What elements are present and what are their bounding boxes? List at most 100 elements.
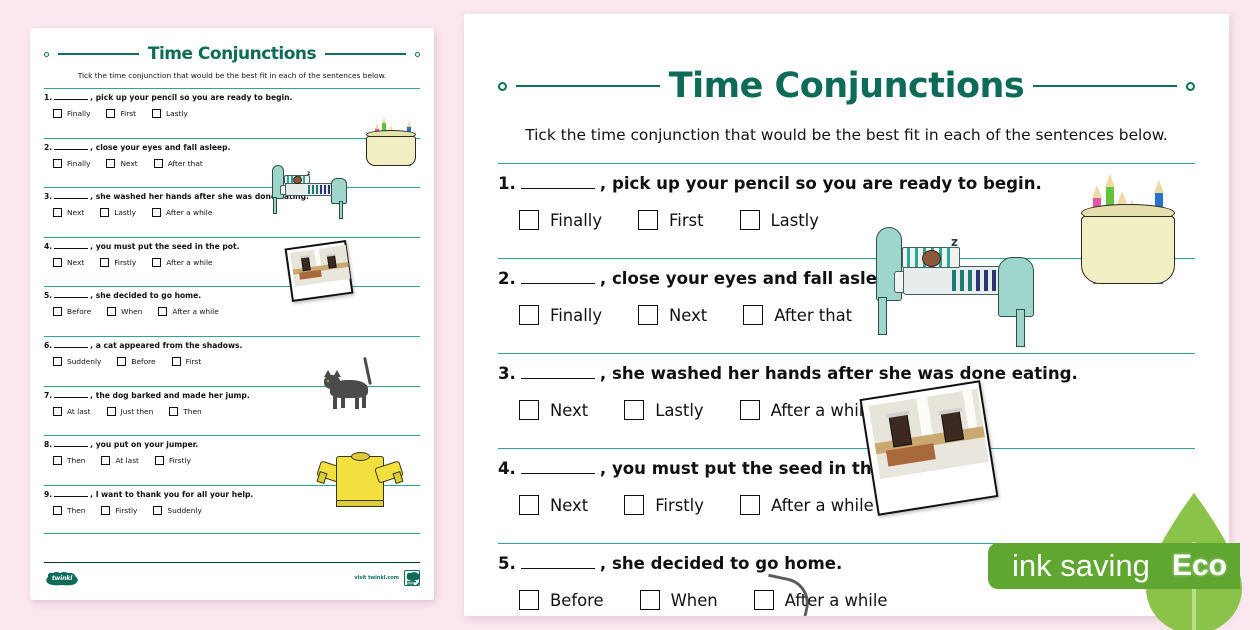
- checkbox-icon[interactable]: [739, 495, 760, 515]
- twinkl-logo[interactable]: twinkl: [44, 571, 80, 586]
- option-item[interactable]: Lastly: [624, 400, 704, 420]
- checkbox-icon[interactable]: [53, 307, 62, 317]
- option-item[interactable]: At last: [53, 406, 91, 416]
- option-item[interactable]: At last: [101, 456, 139, 466]
- answer-blank[interactable]: [520, 364, 595, 379]
- option-item[interactable]: Firstly: [100, 257, 136, 267]
- option-item[interactable]: Finally: [53, 158, 90, 168]
- checkbox-icon[interactable]: [106, 109, 116, 118]
- checkbox-icon[interactable]: [753, 590, 774, 610]
- checkbox-icon[interactable]: [739, 400, 760, 420]
- option-item[interactable]: When: [107, 307, 142, 317]
- option-item[interactable]: Then: [53, 456, 85, 466]
- option-item[interactable]: After a while: [753, 590, 887, 610]
- option-item[interactable]: Suddenly: [53, 356, 101, 366]
- visit-link[interactable]: visit twinkl.com: [354, 575, 399, 581]
- option-item[interactable]: Finally: [519, 210, 602, 230]
- option-item[interactable]: After a while: [158, 307, 219, 317]
- answer-blank[interactable]: [520, 554, 595, 569]
- checkbox-icon[interactable]: [53, 257, 62, 267]
- option-item[interactable]: Lastly: [739, 210, 819, 230]
- checkbox-icon[interactable]: [154, 456, 164, 466]
- checkbox-icon[interactable]: [53, 505, 62, 515]
- answer-blank[interactable]: [54, 143, 89, 150]
- option-item[interactable]: Before: [519, 590, 604, 610]
- checkbox-icon[interactable]: [739, 210, 760, 230]
- option-item[interactable]: First: [638, 210, 704, 230]
- checkbox-icon[interactable]: [152, 109, 162, 118]
- checkbox-icon[interactable]: [53, 158, 62, 168]
- answer-blank[interactable]: [54, 440, 89, 448]
- option-item[interactable]: Then: [53, 505, 85, 515]
- checkbox-icon[interactable]: [53, 406, 62, 416]
- checkbox-icon[interactable]: [100, 257, 110, 267]
- option-item[interactable]: Lastly: [100, 208, 136, 218]
- worksheet-main-page[interactable]: Time Conjunctions Tick the time conjunct…: [464, 14, 1229, 616]
- option-item[interactable]: After a while: [152, 257, 213, 267]
- checkbox-icon[interactable]: [101, 456, 111, 466]
- option-item[interactable]: Finally: [53, 109, 90, 118]
- option-item[interactable]: Then: [169, 406, 202, 416]
- checkbox-icon[interactable]: [743, 305, 764, 325]
- checkbox-icon[interactable]: [638, 210, 659, 230]
- checkbox-icon[interactable]: [624, 400, 645, 420]
- checkbox-icon[interactable]: [519, 210, 539, 230]
- option-item[interactable]: Lastly: [152, 109, 188, 118]
- option-item[interactable]: Firstly: [624, 495, 704, 515]
- checkbox-icon[interactable]: [519, 305, 539, 325]
- checkbox-icon[interactable]: [106, 406, 116, 416]
- checkbox-icon[interactable]: [153, 505, 163, 515]
- checkbox-icon[interactable]: [53, 456, 62, 466]
- option-item[interactable]: After that: [743, 305, 852, 325]
- answer-blank[interactable]: [54, 341, 89, 348]
- checkbox-icon[interactable]: [638, 305, 659, 325]
- option-item[interactable]: Finally: [519, 305, 602, 325]
- option-item[interactable]: Firstly: [154, 456, 191, 466]
- answer-blank[interactable]: [54, 490, 89, 497]
- checkbox-icon[interactable]: [117, 356, 127, 366]
- worksheet-thumbnail-page[interactable]: Time Conjunctions Tick the time conjunct…: [30, 28, 434, 600]
- checkbox-icon[interactable]: [152, 257, 162, 267]
- option-item[interactable]: Next: [638, 305, 707, 325]
- checkbox-icon[interactable]: [101, 505, 111, 515]
- checkbox-icon[interactable]: [169, 406, 179, 416]
- option-item[interactable]: After a while: [152, 208, 212, 218]
- answer-blank[interactable]: [520, 459, 595, 474]
- answer-blank[interactable]: [54, 192, 89, 200]
- option-item[interactable]: Next: [519, 495, 588, 515]
- answer-blank[interactable]: [54, 291, 89, 299]
- option-item[interactable]: After a while: [739, 400, 873, 420]
- checkbox-icon[interactable]: [519, 495, 539, 515]
- checkbox-icon[interactable]: [171, 356, 181, 366]
- checkbox-icon[interactable]: [158, 307, 168, 317]
- checkbox-icon[interactable]: [106, 158, 116, 168]
- answer-blank[interactable]: [54, 93, 89, 100]
- option-item[interactable]: Suddenly: [153, 505, 202, 515]
- option-item[interactable]: Next: [53, 208, 84, 218]
- option-item[interactable]: Next: [519, 400, 588, 420]
- option-item[interactable]: Firstly: [101, 505, 137, 515]
- checkbox-icon[interactable]: [53, 208, 62, 218]
- option-item[interactable]: First: [106, 109, 136, 118]
- option-item[interactable]: Before: [117, 356, 156, 366]
- checkbox-icon[interactable]: [100, 208, 110, 218]
- answer-blank[interactable]: [54, 391, 89, 398]
- answer-blank[interactable]: [520, 269, 595, 284]
- answer-blank[interactable]: [520, 174, 595, 189]
- option-item[interactable]: After a while: [739, 495, 874, 515]
- option-item[interactable]: Next: [106, 158, 138, 168]
- checkbox-icon[interactable]: [624, 495, 645, 515]
- checkbox-icon[interactable]: [519, 590, 539, 610]
- checkbox-icon[interactable]: [153, 158, 163, 168]
- option-item[interactable]: Before: [53, 307, 91, 317]
- checkbox-icon[interactable]: [53, 109, 62, 118]
- checkbox-icon[interactable]: [152, 208, 162, 218]
- option-item[interactable]: When: [639, 590, 718, 610]
- option-item[interactable]: After that: [153, 158, 203, 168]
- checkbox-icon[interactable]: [519, 400, 539, 420]
- option-item[interactable]: First: [171, 356, 201, 366]
- answer-blank[interactable]: [54, 242, 89, 249]
- checkbox-icon[interactable]: [107, 307, 117, 317]
- option-item[interactable]: Just then: [106, 406, 153, 416]
- option-item[interactable]: Next: [53, 257, 84, 267]
